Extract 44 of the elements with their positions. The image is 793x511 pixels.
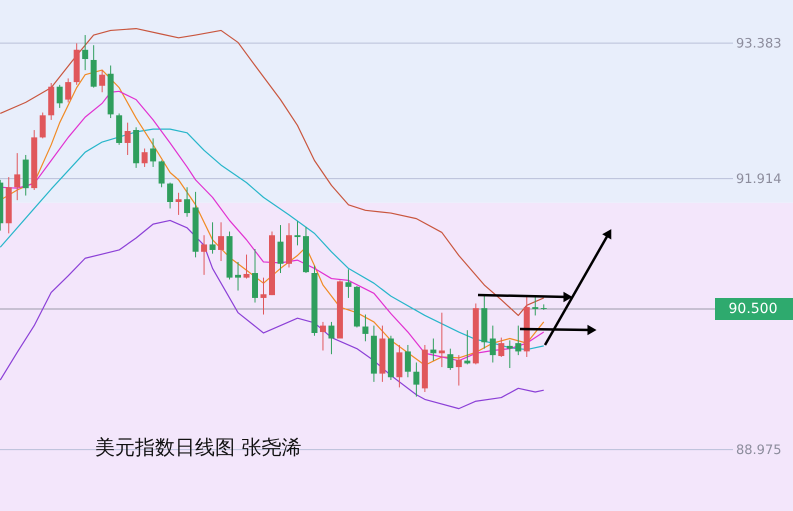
candlestick — [244, 254, 250, 280]
candlestick — [320, 321, 326, 352]
candlestick — [490, 325, 496, 363]
candlestick — [430, 338, 436, 362]
candlestick — [65, 78, 72, 103]
candlestick — [210, 222, 216, 254]
candlestick — [201, 234, 208, 276]
candlestick — [362, 314, 368, 342]
candlestick — [413, 362, 420, 398]
candlestick — [167, 182, 174, 209]
candlestick — [14, 152, 20, 201]
candlestick — [260, 277, 267, 316]
line-series — [0, 28, 544, 316]
candlestick — [447, 348, 454, 370]
candlestick — [277, 224, 284, 274]
candlestick — [150, 138, 156, 168]
candlestick — [456, 354, 462, 386]
y-tick-label: 88.975 — [736, 443, 782, 458]
candlestick — [345, 268, 352, 298]
candlestick — [124, 122, 131, 156]
candlestick — [82, 34, 88, 71]
candlestick — [158, 160, 165, 188]
candlestick — [99, 70, 106, 93]
candlestick — [328, 321, 334, 355]
annotation: 美元指数日线图 张尧浠 — [95, 435, 302, 459]
line-series — [0, 220, 544, 410]
candlestick — [235, 261, 242, 292]
candlestick — [56, 84, 63, 108]
candlestick — [218, 222, 224, 262]
candlestick — [184, 186, 190, 218]
y-tick-label: 93.383 — [736, 36, 782, 52]
candlestick — [498, 337, 504, 358]
candlestick — [294, 220, 300, 246]
candlestick — [532, 296, 538, 316]
candlestick — [438, 312, 445, 368]
candlestick — [515, 325, 522, 356]
candlestick — [404, 344, 411, 378]
candlestick — [176, 192, 182, 216]
ref-line-label: 90.500 — [728, 301, 778, 317]
candlestick — [142, 148, 148, 168]
candlestick — [506, 340, 513, 369]
candlestick — [40, 112, 46, 139]
candlestick — [464, 330, 470, 365]
y-tick-label: 91.914 — [736, 172, 782, 188]
